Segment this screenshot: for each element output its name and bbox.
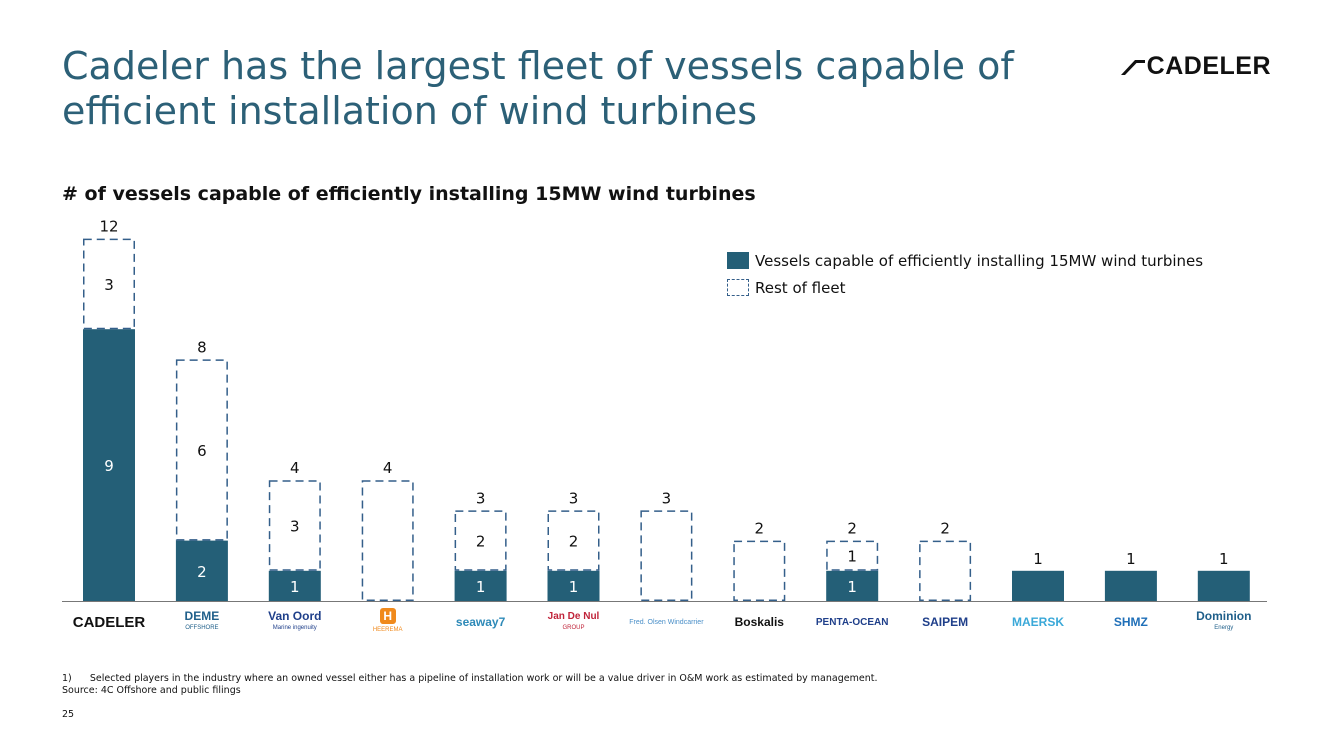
legend-item-rest: Rest of fleet [727,274,1203,301]
bar-capable [454,570,507,601]
bar-rest-label: 6 [197,442,207,460]
bar-rest-label: 2 [569,533,579,551]
company-logo-text: Fred. Olsen Windcarrier [629,618,704,626]
bar-total-label: 2 [847,520,857,538]
company-logo-text: SHMZ [1113,614,1148,629]
company-logo-text: Van Oord [268,608,322,623]
footnote-source: Source: 4C Offshore and public filings [62,685,241,696]
bar-rest [547,510,600,571]
bar-rest-label: 3 [290,518,300,536]
company-logo: Dominion Energy [1179,607,1269,637]
bar-rest [733,540,786,601]
bar-capable [547,570,600,601]
bar-total-label: 2 [940,520,950,538]
bar-capable-label: 1 [476,578,486,596]
company-logo-subtext: GROUP [562,624,585,631]
bar-capable [1104,570,1157,601]
bar-capable [1197,570,1250,601]
bar-rest [268,480,321,571]
company-logo: SHMZ [1086,607,1176,637]
brand-name: CADELER [1146,52,1271,80]
bar-rest-label: 2 [476,533,486,551]
legend-swatch-rest [727,279,749,296]
page-number: 25 [62,709,75,720]
company-logo: seaway7 [436,607,526,637]
bar-capable [826,570,879,601]
bar-total-label: 4 [383,459,393,477]
company-logo-text: H [379,608,396,624]
bar-capable-label: 1 [569,578,579,596]
company-logo-text: MAERSK [1011,614,1064,629]
company-logo-text: Jan De Nul [547,610,600,622]
bar-rest [83,238,135,330]
bar-total-label: 2 [755,520,765,538]
company-logo: MAERSK [993,607,1083,637]
bar-total-label: 3 [476,489,486,507]
bar-capable [268,570,321,601]
company-logo-subtext: HEEREMA [372,627,403,633]
bar-rest [640,510,693,601]
bar-total-label: 3 [662,489,672,507]
bar-rest [454,510,507,571]
bar-total-label: 1 [1033,550,1043,568]
bar-total-label: 1 [1126,550,1136,568]
chart-legend: Vessels capable of efficiently installin… [727,247,1203,301]
legend-item-capable: Vessels capable of efficiently installin… [727,247,1203,274]
legend-label-capable: Vessels capable of efficiently installin… [755,251,1204,270]
company-logo-subtext: OFFSHORE [185,624,219,631]
bar-total-label: 1 [1219,550,1229,568]
company-logo: Boskalis [714,607,804,637]
company-logo: PENTA-OCEAN [807,607,897,637]
bar-rest-label: 3 [104,276,114,294]
legend-label-rest: Rest of fleet [755,278,846,297]
bar-capable-label: 9 [104,457,114,475]
footnote: 1) Selected players in the industry wher… [62,673,877,697]
company-logo-text: CADELER [72,613,146,631]
company-logo-text: SAIPEM [922,614,969,629]
company-logo-text: DEME [184,608,220,623]
bar-capable-label: 1 [847,578,857,596]
company-logo: CADELER [64,607,154,637]
company-logo: Fred. Olsen Windcarrier [621,607,711,637]
company-logo-text: PENTA-OCEAN [815,616,889,628]
brand-mark-icon [1120,59,1145,75]
company-logo-subtext: Marine ingenuity [272,624,317,631]
company-logo-text: Dominion [1196,608,1252,623]
bar-total-label: 12 [99,218,118,236]
chart-subtitle: # of vessels capable of efficiently inst… [62,183,756,205]
bar-capable [83,329,135,601]
bar-total-label: 3 [569,489,579,507]
bar-rest [919,540,972,601]
company-logo: Jan De Nul GROUP [529,607,619,637]
company-logo-text: Boskalis [734,614,784,629]
company-logo: Van Oord Marine ingenuity [250,607,340,637]
bar-rest-label: 1 [847,548,857,566]
brand-logo: CADELER [1119,52,1271,81]
bar-total-label: 8 [197,338,207,356]
bar-rest [175,359,228,541]
legend-swatch-capable [727,252,749,269]
company-logo-text: seaway7 [455,614,506,629]
bar-rest [361,480,414,602]
bar-capable [1012,570,1064,601]
bar-capable-label: 1 [290,578,300,596]
bar-capable-label: 2 [197,563,207,581]
footnote-line-1: 1) Selected players in the industry wher… [62,673,878,684]
company-logo: H HEEREMA [343,607,433,637]
bar-rest [826,540,879,571]
company-logo-subtext: Energy [1214,624,1234,631]
bar-total-label: 4 [290,459,300,477]
company-logo: DEME OFFSHORE [157,607,247,637]
page-title: Cadeler has the largest fleet of vessels… [62,44,1014,133]
bar-capable [175,540,228,601]
company-logo: SAIPEM [900,607,990,637]
